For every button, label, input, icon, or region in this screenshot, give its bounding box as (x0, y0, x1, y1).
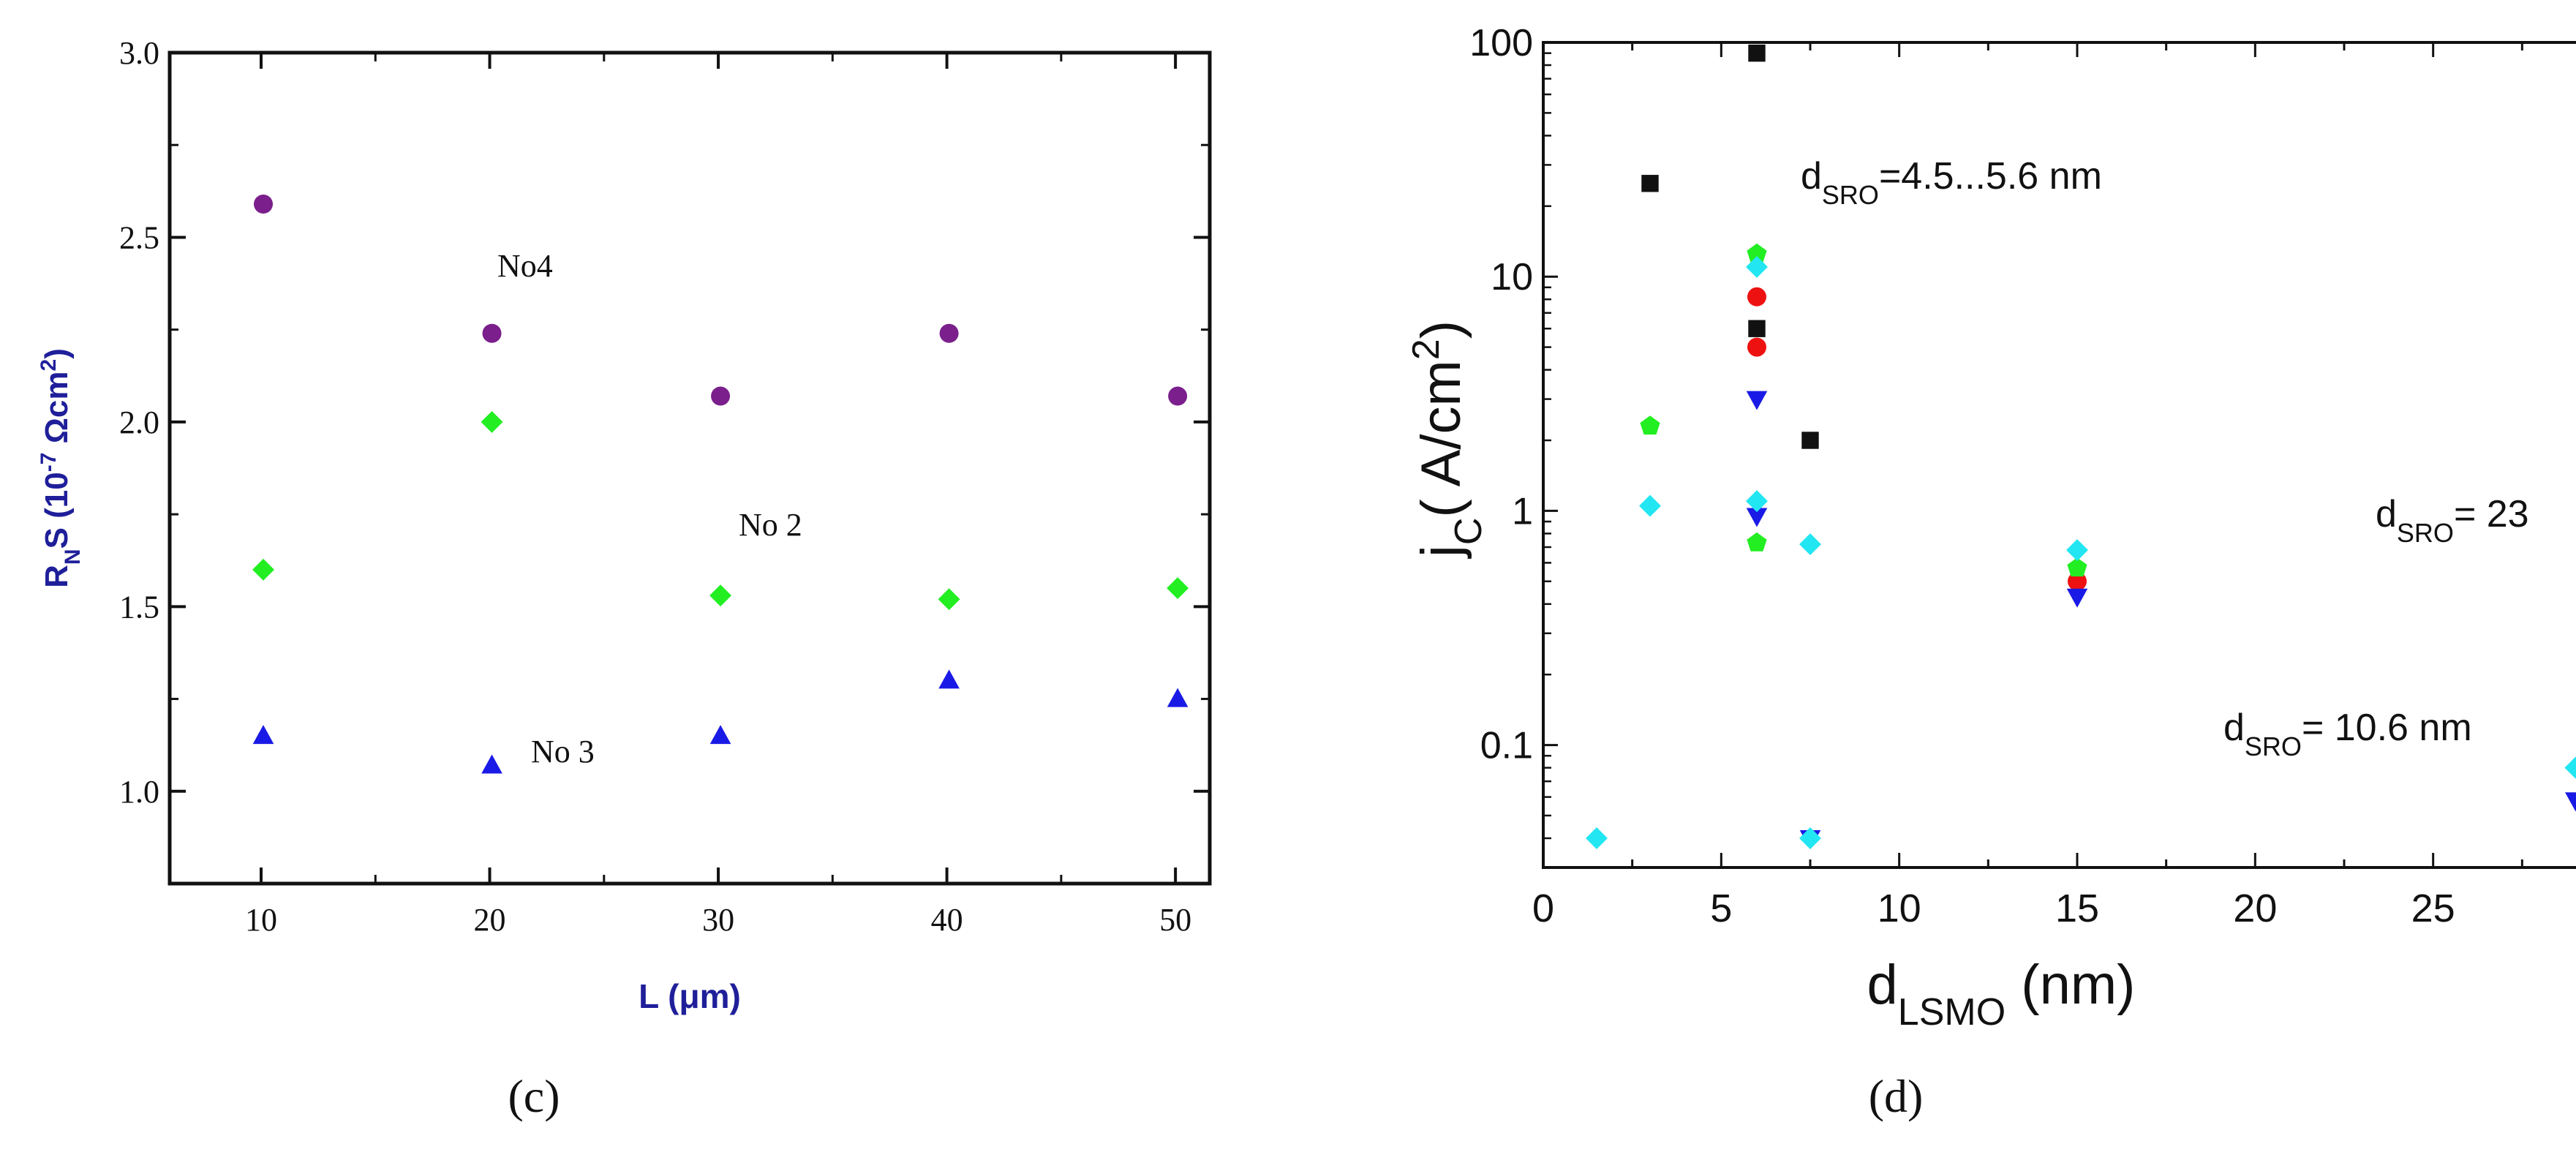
x-tick-label: 15 (2055, 887, 2099, 930)
x-tick-label: 0 (1532, 887, 1554, 930)
data-point (1748, 44, 1766, 62)
annotation-no2: No 2 (739, 507, 802, 543)
y-tick-label: 1.5 (119, 589, 159, 625)
x-tick-label: 30 (702, 902, 734, 938)
data-point (1746, 255, 1768, 278)
data-point (711, 386, 731, 406)
chart-c-axis-ticks: 10 20 30 40 50 1.0 1.5 2.0 2.5 3.0 (119, 35, 1210, 938)
data-point (709, 725, 731, 745)
x-tick-label: 5 (1710, 887, 1732, 930)
data-point (938, 669, 960, 689)
y-tick-label: 10 (1491, 256, 1533, 298)
x-tick-label: 10 (245, 902, 277, 938)
data-point (1799, 533, 1821, 556)
y-tick-label: 1 (1512, 490, 1533, 532)
x-tick-label: 25 (2411, 887, 2455, 930)
data-point (2066, 588, 2088, 608)
chart-c-marks (252, 195, 1189, 774)
annotation-dsro-10-6: dSRO= 10.6 nm (2223, 707, 2472, 761)
data-point (2565, 792, 2576, 812)
data-point (1640, 415, 1660, 435)
chart-c: 10 20 30 40 501.01.52.02.53.0 No4 No 2 No 3 … (37, 35, 1212, 1122)
data-point (1799, 827, 1821, 849)
chart-c-x-axis-label: L (μm) (639, 977, 741, 1015)
data-point (709, 584, 732, 607)
annotation-dsro-4-5: dSRO=4.5...5.6 nm (1801, 155, 2102, 210)
x-tick-label: 20 (2233, 887, 2277, 930)
data-point (252, 558, 274, 581)
data-point (1747, 243, 1767, 263)
data-point (2067, 557, 2087, 577)
data-point (1168, 386, 1188, 406)
data-point (254, 195, 274, 214)
data-point (252, 725, 274, 745)
y-tick-label: 1.0 (119, 774, 159, 810)
x-tick-label: 10 (1878, 887, 1921, 930)
data-point (2068, 571, 2087, 591)
y-tick-label: 2.5 (119, 219, 159, 255)
chart-d-x-axis-label: dLSMO (nm) (1867, 954, 2136, 1034)
x-tick-label: 40 (931, 902, 963, 938)
y-tick-label: 100 (1469, 22, 1533, 64)
data-point (1167, 688, 1189, 707)
data-point (1747, 287, 1766, 306)
x-tick-label: 20 (474, 902, 506, 938)
data-point (1746, 391, 1768, 410)
chart-c-y-axis-label: RNS (10-7 Ωcm2) (37, 348, 85, 588)
x-tick-label: 50 (1159, 902, 1191, 938)
y-tick-label: 2.0 (119, 404, 159, 440)
data-point (1639, 494, 1661, 517)
data-point (1746, 508, 1768, 527)
data-point (482, 323, 502, 343)
annotation-no4: No4 (497, 248, 553, 284)
panel-label-c: (c) (508, 1070, 560, 1122)
data-point (1747, 532, 1767, 552)
data-point (938, 588, 960, 611)
annotation-no3: No 3 (531, 734, 595, 769)
panel-label-d: (d) (1869, 1070, 1924, 1122)
y-tick-label: 3.0 (119, 35, 159, 71)
data-point (481, 754, 502, 774)
data-point (1167, 577, 1189, 600)
data-point (2066, 539, 2088, 561)
data-point (481, 410, 503, 433)
y-tick-label: 0.1 (1480, 725, 1533, 767)
data-point (1747, 337, 1766, 357)
data-point (1746, 490, 1768, 513)
data-point (1641, 175, 1659, 192)
chart-d-marks (1586, 44, 2576, 849)
data-point (2564, 756, 2576, 779)
data-point (1586, 827, 1608, 849)
annotation-dsro-23: dSRO= 23 (2376, 493, 2529, 548)
chart-d-y-axis-label: jC( A/cm2) (1405, 320, 1490, 559)
data-point (939, 323, 959, 343)
data-point (1748, 320, 1766, 337)
chart-c-frame (167, 50, 1212, 886)
data-point (1801, 432, 1819, 449)
